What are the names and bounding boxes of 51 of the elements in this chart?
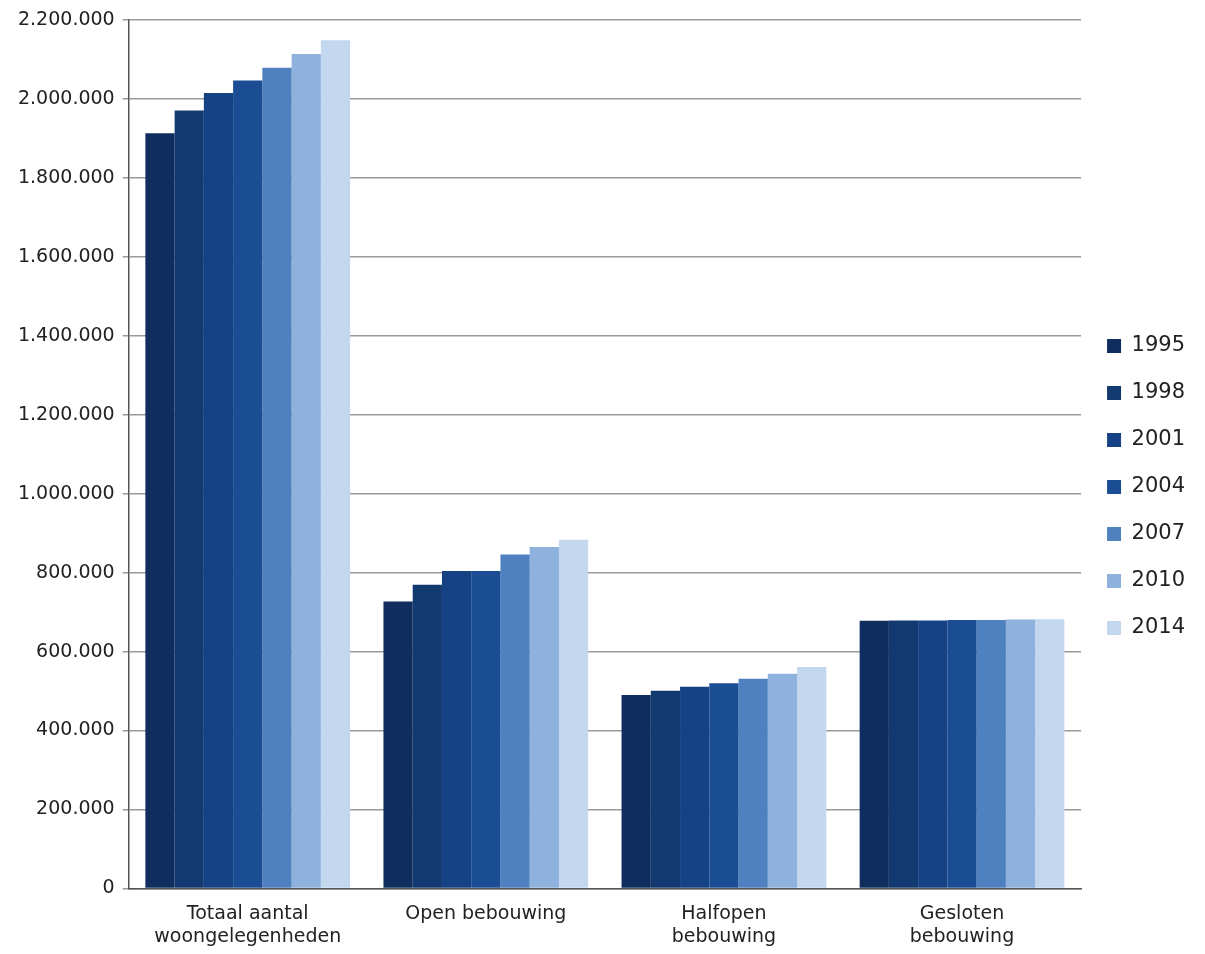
y-tick-label: 600.000 bbox=[36, 638, 115, 661]
bar bbox=[262, 67, 292, 888]
bar bbox=[918, 620, 948, 888]
bar bbox=[441, 571, 472, 888]
bar bbox=[859, 620, 889, 888]
y-tick-label: 400.000 bbox=[36, 717, 115, 740]
legend-label: 2007 bbox=[1131, 520, 1186, 545]
bar bbox=[767, 673, 798, 888]
legend-label: 2010 bbox=[1131, 567, 1186, 592]
bar bbox=[558, 539, 589, 888]
bar bbox=[797, 666, 827, 888]
legend-label: 2001 bbox=[1131, 426, 1186, 451]
bar bbox=[888, 620, 919, 888]
bar bbox=[1005, 619, 1036, 888]
bar bbox=[320, 40, 351, 888]
legend-label: 2004 bbox=[1131, 473, 1186, 498]
bar bbox=[976, 619, 1006, 888]
legend-label: 1995 bbox=[1131, 332, 1186, 357]
y-tick-label: 2.000.000 bbox=[17, 85, 115, 108]
bar bbox=[203, 93, 234, 888]
legend-label: 1998 bbox=[1131, 379, 1186, 404]
bar bbox=[738, 678, 768, 888]
bar bbox=[291, 53, 321, 888]
y-tick-label: 1.400.000 bbox=[17, 322, 115, 345]
bar bbox=[709, 683, 739, 888]
bar bbox=[174, 110, 204, 888]
y-tick-label: 1.000.000 bbox=[17, 480, 115, 503]
bar bbox=[233, 80, 263, 888]
bar bbox=[680, 686, 710, 888]
bar bbox=[650, 690, 681, 888]
y-tick-label: 0 bbox=[102, 875, 115, 898]
bar bbox=[1035, 619, 1065, 888]
y-tick-label: 1.800.000 bbox=[17, 164, 115, 187]
bar bbox=[145, 133, 175, 888]
y-tick-label: 2.200.000 bbox=[17, 6, 115, 29]
bar bbox=[500, 554, 530, 888]
x-tick-label: Open bebouwing bbox=[405, 900, 567, 923]
x-tick-label: Halfopen bebouwing bbox=[671, 900, 777, 946]
y-tick-label: 800.000 bbox=[36, 559, 115, 582]
y-tick-label: 200.000 bbox=[36, 796, 115, 819]
y-tick-label: 1.600.000 bbox=[17, 243, 115, 266]
bar bbox=[947, 619, 977, 888]
bar bbox=[383, 601, 413, 888]
x-tick-label: Gesloten bebouwing bbox=[909, 900, 1015, 946]
x-tick-label: Totaal aantal woongelegenheden bbox=[154, 900, 342, 946]
bar bbox=[412, 584, 442, 888]
bar bbox=[471, 571, 501, 888]
legend-label: 2014 bbox=[1131, 614, 1186, 639]
y-tick-label: 1.200.000 bbox=[17, 401, 115, 424]
bar bbox=[529, 546, 559, 888]
bar bbox=[621, 694, 651, 888]
